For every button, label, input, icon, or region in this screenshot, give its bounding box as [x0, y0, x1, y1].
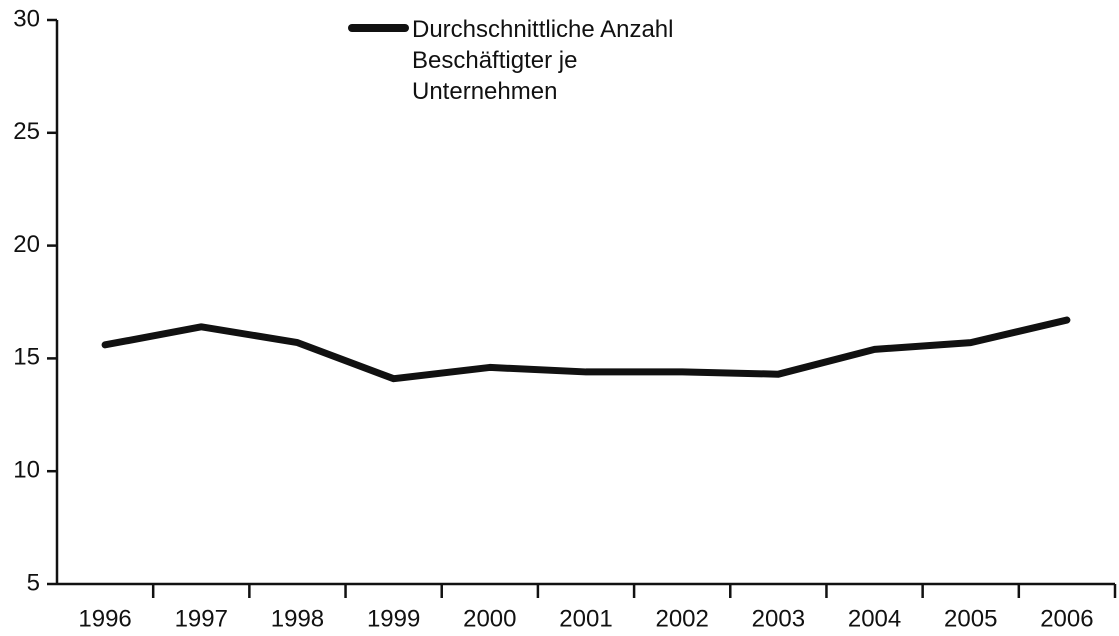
x-tick-label: 2006	[1040, 605, 1093, 632]
legend-label: Durchschnittliche Anzahl Beschäftigter j…	[412, 16, 674, 105]
x-tick-label: 1997	[175, 605, 228, 632]
data-line	[101, 316, 1071, 383]
x-tick-label: 1996	[78, 605, 131, 632]
y-tick-label: 10	[13, 457, 40, 484]
y-tick-label: 30	[13, 5, 40, 32]
y-tick-label: 25	[13, 118, 40, 145]
x-tick-label: 2000	[463, 605, 516, 632]
y-tick-label: 5	[27, 569, 40, 596]
x-tick-label: 2003	[752, 605, 805, 632]
x-tick-label: 2002	[655, 605, 708, 632]
y-tick-label: 15	[13, 344, 40, 371]
x-tick-label: 2005	[944, 605, 997, 632]
x-tick-label: 2001	[559, 605, 612, 632]
x-tick-label: 1998	[271, 605, 324, 632]
y-tick-label: 20	[13, 231, 40, 258]
x-tick-label: 1999	[367, 605, 420, 632]
x-tick-label: 2004	[848, 605, 901, 632]
